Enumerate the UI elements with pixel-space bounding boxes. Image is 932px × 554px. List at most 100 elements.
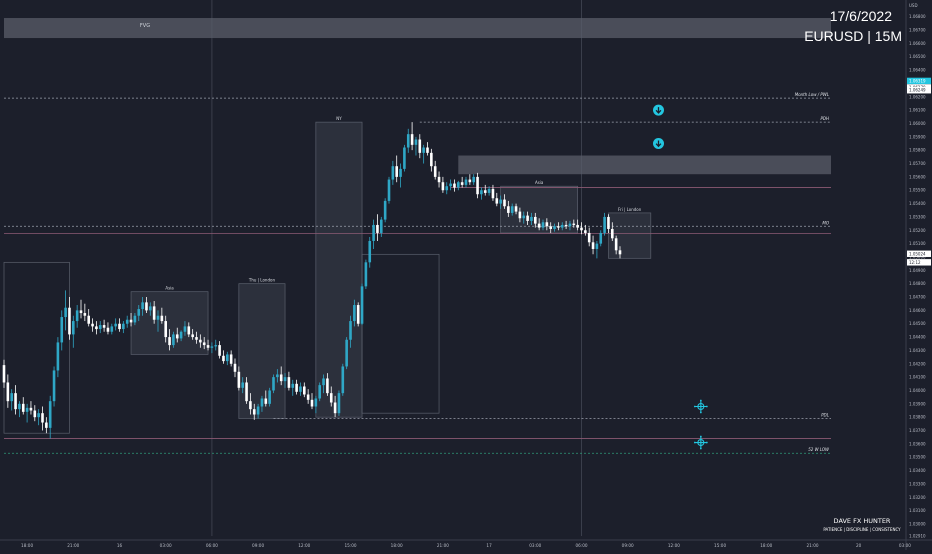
bull-candle <box>256 406 260 415</box>
bear-candle <box>295 383 298 392</box>
time-tick: 18:00 <box>760 543 772 548</box>
time-tick: 03:00 <box>899 543 911 548</box>
price-tick: 1.03100 <box>909 508 926 513</box>
bear-candle <box>6 382 10 402</box>
bull-candle <box>60 317 64 343</box>
bear-candle <box>549 226 552 229</box>
price-tick: 1.06500 <box>909 54 926 59</box>
price-label: 1.06249 <box>909 88 926 93</box>
bull-candle <box>125 319 129 324</box>
price-tick: 1.04500 <box>909 321 926 326</box>
bull-candle <box>457 182 460 188</box>
target-tip <box>693 405 696 408</box>
bull-candle <box>260 398 264 407</box>
bear-candle <box>79 310 83 314</box>
bear-candle <box>356 305 360 324</box>
bear-candle <box>410 134 414 145</box>
bull-candle <box>595 243 599 249</box>
bear-candle <box>441 182 445 191</box>
candles <box>2 122 622 439</box>
bear-candle <box>310 399 314 407</box>
bull-candle <box>314 398 318 407</box>
price-tick: 1.05300 <box>909 214 926 219</box>
bull-candle <box>353 305 356 322</box>
time-tick: 18:00 <box>21 543 33 548</box>
fvg-zone <box>4 18 831 39</box>
bear-candle <box>21 403 25 412</box>
time-axis[interactable]: 18:00 21:00 16 03:00 06:00 09:00 12:00 15:00 18:… <box>0 539 932 548</box>
bear-candle <box>41 413 44 423</box>
time-tick: 03:00 <box>160 543 172 548</box>
time-tick: 12:00 <box>298 543 310 548</box>
level-label: MO <box>822 220 829 225</box>
bear-candle <box>206 345 210 348</box>
time-tick: 15:00 <box>714 543 726 548</box>
bull-candle <box>603 216 606 233</box>
bull-candle <box>64 307 67 318</box>
time-tick: 15:00 <box>344 543 356 548</box>
bear-candle <box>376 224 379 233</box>
bull-candle <box>291 383 295 388</box>
bull-candle <box>156 315 160 320</box>
bull-candle <box>25 407 29 412</box>
bear-candle <box>191 334 194 338</box>
bull-candle <box>226 354 229 362</box>
level-label: PDH <box>821 116 830 121</box>
bear-candle <box>514 206 518 212</box>
bull-candle <box>406 134 410 148</box>
price-tick: 1.04000 <box>909 388 926 393</box>
bear-candle <box>129 319 133 323</box>
bear-candle <box>106 327 110 332</box>
bear-candle <box>45 422 48 428</box>
bull-candle <box>133 315 137 323</box>
bear-candle <box>187 326 191 335</box>
bull-candle <box>337 393 341 414</box>
price-tick: 1.04100 <box>909 375 926 380</box>
bull-candle <box>568 223 572 227</box>
price-axis[interactable]: USD 1.06800 1.06700 1.06600 1.06500 1.06400 1.… <box>905 0 931 550</box>
bear-candle <box>580 227 583 231</box>
time-tick: 03:00 <box>529 543 541 548</box>
bull-candle <box>368 240 372 263</box>
bear-candle <box>252 409 256 415</box>
bear-candle <box>395 166 398 177</box>
bear-candle <box>145 302 148 311</box>
session-label: Fri | London <box>618 207 642 212</box>
bear-candle <box>591 242 595 249</box>
price-tick: 1.03200 <box>909 495 926 500</box>
zones: FVG <box>4 18 831 175</box>
target-ring <box>697 438 705 447</box>
bear-candle <box>218 345 221 356</box>
price-tick: 1.06200 <box>909 94 926 99</box>
bull-candle <box>380 219 383 233</box>
target-ring <box>697 402 705 411</box>
bull-candle <box>341 366 345 394</box>
bear-candle <box>237 371 241 388</box>
price-tick: 1.06700 <box>909 28 926 33</box>
bear-candle <box>526 215 529 221</box>
price-tick: 1.03500 <box>909 455 926 460</box>
bull-candle <box>387 179 391 201</box>
session-label: NY <box>336 116 342 121</box>
bear-candle <box>418 139 422 153</box>
price-tick: 1.05400 <box>909 201 926 206</box>
bull-candle <box>18 403 21 410</box>
bear-candle <box>279 374 283 382</box>
bear-candle <box>287 377 291 388</box>
price-tick: 1.05700 <box>909 161 926 166</box>
chart-symbol: EURUSD | 15M <box>804 28 902 44</box>
bear-candle <box>491 188 495 199</box>
target-tip <box>699 447 702 450</box>
time-tick: 16 <box>117 543 123 548</box>
bull-candle <box>210 346 214 348</box>
bull-candle <box>52 370 56 402</box>
bear-candle <box>503 199 506 207</box>
bear-candle <box>118 323 121 330</box>
session-box <box>3 261 70 434</box>
bear-candle <box>264 398 268 404</box>
levels: Month Low / PWL PDH MO PDL 52 W LOW <box>4 92 831 454</box>
bear-candle <box>29 407 33 411</box>
time-tick: 09:00 <box>252 543 264 548</box>
